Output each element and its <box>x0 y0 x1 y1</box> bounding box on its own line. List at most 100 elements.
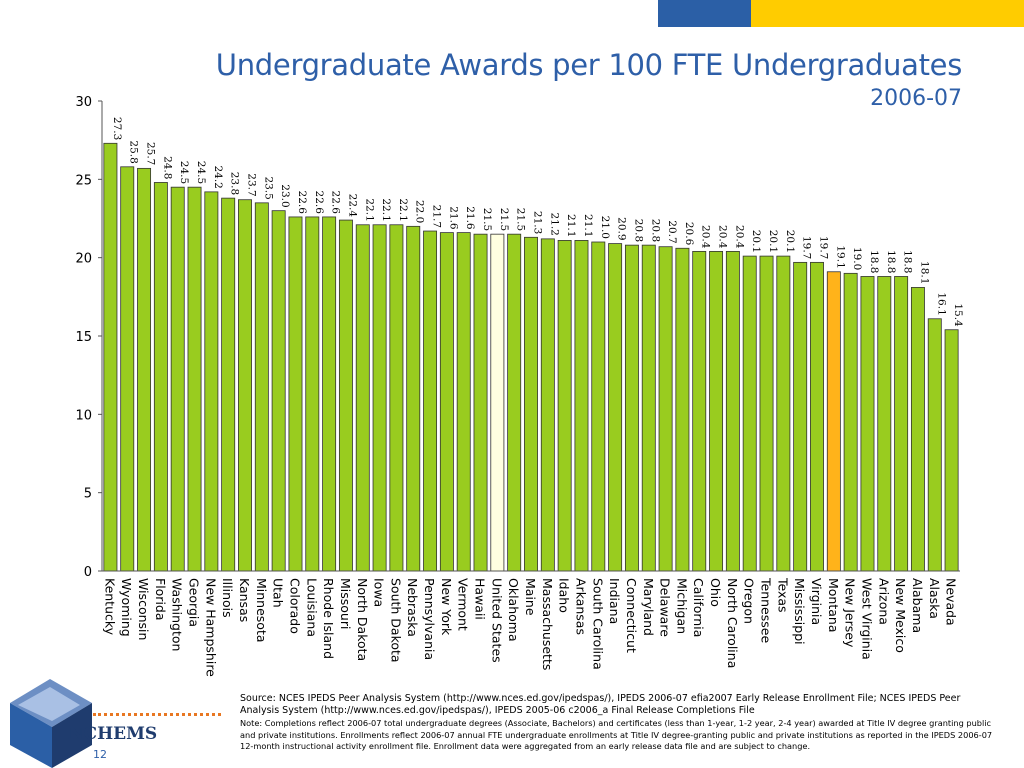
bar <box>709 250 724 572</box>
bar <box>725 250 740 572</box>
data-label: 27.3 <box>111 117 123 140</box>
bar <box>473 233 488 572</box>
data-label: 18.8 <box>902 250 914 273</box>
data-label: 21.1 <box>565 214 577 237</box>
data-label: 19.7 <box>818 236 830 259</box>
x-tick-label: California <box>691 578 706 637</box>
data-label: 16.1 <box>935 292 947 315</box>
data-label: 21.7 <box>431 205 443 228</box>
x-tick-label: Alaska <box>927 578 942 619</box>
x-tick-label: Kansas <box>237 578 252 622</box>
y-tick-label: 30 <box>75 95 92 110</box>
data-label: 25.7 <box>145 142 157 165</box>
logo-dotted-line <box>93 713 221 716</box>
data-label: 21.2 <box>548 212 560 235</box>
nchems-logo-icon <box>10 679 92 768</box>
x-tick-label: Indiana <box>607 578 622 624</box>
x-tick-label: Texas <box>775 577 790 613</box>
bar <box>456 232 471 572</box>
data-label: 15.4 <box>952 303 964 327</box>
data-label: 22.0 <box>414 200 426 223</box>
data-label: 24.5 <box>178 161 190 184</box>
y-tick-label: 0 <box>84 565 92 580</box>
x-tick-label: Nebraska <box>405 578 420 637</box>
bar <box>557 240 572 572</box>
data-label: 21.1 <box>582 214 594 237</box>
x-tick-label: Rhode Island <box>321 578 336 659</box>
x-tick-label: Colorado <box>287 578 302 634</box>
x-tick-label: Arizona <box>876 578 891 625</box>
x-tick-label: New Mexico <box>893 578 908 653</box>
bar <box>238 199 252 572</box>
bar <box>927 318 942 572</box>
data-label: 20.4 <box>717 225 729 249</box>
x-tick-label: Tennessee <box>759 577 774 643</box>
bar <box>103 142 118 572</box>
x-tick-label: Nevada <box>944 578 959 626</box>
x-tick-label: South Carolina <box>590 578 605 670</box>
data-label: 19.0 <box>851 247 863 270</box>
data-label: 20.8 <box>632 219 644 242</box>
data-label: 21.6 <box>464 206 476 230</box>
bar <box>641 244 656 572</box>
bar-chart: 0 5 10 15 20 25 30 27.3 Kentucky 25.8 Wyoming 25.7 W… <box>75 95 964 677</box>
data-label: 20.6 <box>683 222 695 246</box>
data-label: 21.3 <box>532 211 544 234</box>
bar <box>389 224 404 572</box>
bar <box>439 232 454 572</box>
logo-text: NCHEMS <box>68 724 158 744</box>
data-label: 20.1 <box>767 230 779 253</box>
x-tick-label: United States <box>489 578 504 663</box>
data-label: 21.5 <box>515 208 527 231</box>
chart-subtitle: 2006-07 <box>870 86 962 111</box>
data-label: 20.8 <box>649 219 661 242</box>
data-label: 20.1 <box>750 230 762 253</box>
bar <box>254 202 269 572</box>
page-number: 12 <box>93 748 107 761</box>
data-label: 20.4 <box>733 225 745 249</box>
data-label: 23.0 <box>279 184 291 207</box>
x-tick-label: New Jersey <box>843 578 858 648</box>
bar <box>305 216 320 572</box>
chart-title: Undergraduate Awards per 100 FTE Undergr… <box>215 48 963 82</box>
bar <box>120 166 135 572</box>
data-label: 19.1 <box>834 245 846 268</box>
bar <box>322 216 337 572</box>
bar <box>776 255 791 572</box>
x-tick-label: Missouri <box>338 578 353 629</box>
x-tick-label: South Dakota <box>388 578 403 663</box>
footnote-note: Note: Completions reflect 2006-07 total … <box>240 718 993 751</box>
bar <box>944 329 959 572</box>
data-label: 21.5 <box>481 208 493 231</box>
data-label: 18.8 <box>868 250 880 273</box>
bar <box>910 287 925 572</box>
bar <box>692 250 707 572</box>
y-tick-label: 20 <box>75 252 92 267</box>
y-tick-label: 5 <box>84 487 92 502</box>
bar <box>406 225 421 572</box>
bar <box>742 255 757 572</box>
bar <box>574 240 589 572</box>
bar <box>187 186 202 572</box>
y-tick-label: 10 <box>75 408 92 423</box>
x-tick-label: Ohio <box>708 578 723 607</box>
bar <box>372 224 387 572</box>
x-tick-label: Montana <box>826 578 841 633</box>
data-label: 22.6 <box>313 191 325 215</box>
bar <box>507 233 522 572</box>
bar <box>591 241 606 572</box>
x-tick-label: Oregon <box>742 578 757 624</box>
data-label: 24.5 <box>195 161 207 184</box>
x-tick-label: Illinois <box>220 578 235 618</box>
bar <box>153 182 168 572</box>
x-tick-label: Michigan <box>674 578 689 634</box>
x-tick-label: West Virginia <box>859 578 874 660</box>
data-label: 20.7 <box>666 220 678 243</box>
header-accent-blue <box>658 0 751 27</box>
bar <box>860 276 875 572</box>
x-tick-label: Maryland <box>641 578 656 636</box>
x-tick-label: Florida <box>153 578 168 621</box>
x-tick-label: Arkansas <box>573 578 588 635</box>
data-label: 21.5 <box>498 208 510 231</box>
x-tick-label: Georgia <box>187 578 202 627</box>
